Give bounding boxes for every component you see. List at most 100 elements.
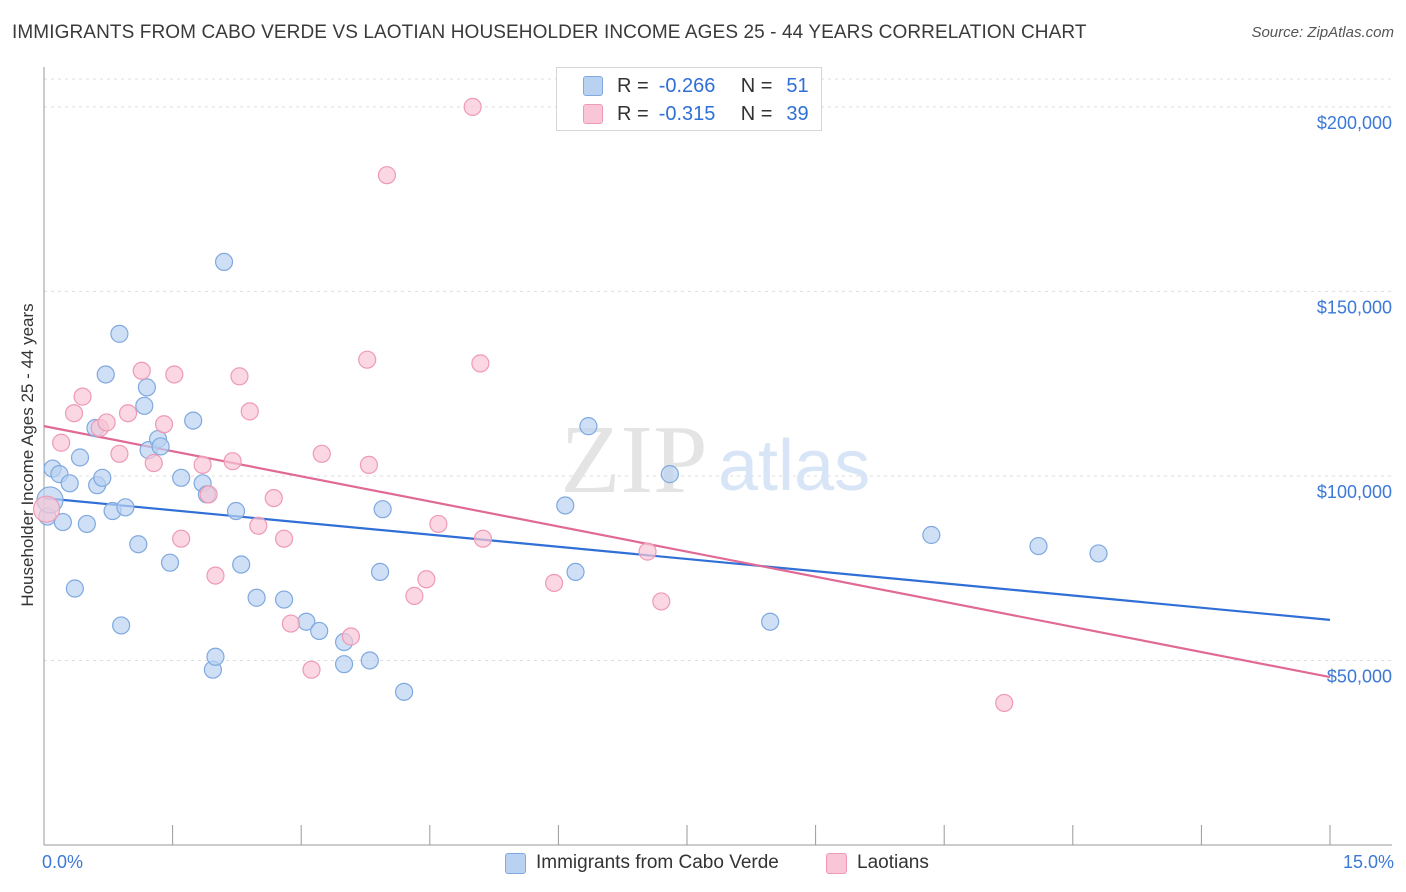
- legend-item-label: Laotians: [857, 852, 929, 873]
- point-cabo-verde: [65, 579, 84, 598]
- point-laotians: [64, 404, 84, 423]
- trend-line-laotians: [43, 425, 1331, 679]
- legend-swatch-pink: [826, 852, 847, 874]
- legend-item-label: Immigrants from Cabo Verde: [536, 852, 779, 873]
- point-laotians: [652, 592, 671, 611]
- legend-item-cabo-verde[interactable]: Immigrants from Cabo Verde: [505, 852, 779, 874]
- point-laotians: [97, 413, 116, 432]
- point-laotians: [230, 367, 249, 386]
- legend-r-value: -0.315: [658, 102, 716, 125]
- point-laotians: [341, 627, 361, 646]
- point-laotians: [377, 166, 397, 185]
- point-laotians: [154, 415, 174, 434]
- point-laotians: [172, 529, 191, 548]
- point-cabo-verde: [214, 252, 234, 272]
- point-cabo-verde: [373, 500, 392, 519]
- point-laotians: [358, 350, 377, 369]
- point-laotians: [545, 573, 564, 593]
- point-laotians: [274, 529, 294, 548]
- point-cabo-verde: [310, 621, 329, 641]
- point-cabo-verde: [60, 474, 79, 493]
- point-laotians: [144, 453, 163, 473]
- point-laotians: [118, 404, 138, 423]
- y-tick-label: $200,000: [1317, 113, 1392, 133]
- point-cabo-verde: [660, 465, 679, 484]
- point-laotians: [473, 529, 493, 548]
- point-cabo-verde: [394, 682, 414, 701]
- point-cabo-verde: [556, 496, 575, 515]
- point-cabo-verde: [116, 498, 135, 517]
- point-cabo-verde: [334, 655, 354, 674]
- point-laotians: [359, 455, 379, 474]
- legend-swatch-blue: [505, 852, 526, 874]
- point-laotians: [429, 514, 448, 534]
- point-cabo-verde: [566, 562, 585, 582]
- watermark: ZIP atlas: [561, 406, 871, 514]
- data-points: [32, 97, 1108, 713]
- point-cabo-verde: [360, 651, 379, 670]
- point-laotians: [995, 693, 1014, 713]
- grid-lines: [44, 78, 1392, 661]
- axes: [43, 67, 1392, 846]
- point-laotians: [199, 485, 218, 504]
- point-laotians: [405, 586, 424, 605]
- chart-title: IMMIGRANTS FROM CABO VERDE VS LAOTIAN HO…: [12, 22, 1087, 43]
- point-cabo-verde: [232, 555, 251, 574]
- legend-r-label: R =: [617, 102, 649, 125]
- point-cabo-verde: [151, 437, 170, 456]
- legend-row-laotians: R = -0.315 N = 39: [557, 100, 809, 128]
- legend-n-label: N =: [740, 102, 773, 125]
- point-cabo-verde: [172, 468, 191, 487]
- point-laotians: [264, 488, 283, 508]
- point-laotians: [165, 365, 184, 384]
- point-laotians: [73, 387, 92, 406]
- point-laotians: [302, 660, 321, 679]
- point-laotians: [463, 97, 482, 117]
- correlation-legend: R = -0.266 N = 51 R = -0.315 N = 39: [556, 67, 822, 131]
- point-cabo-verde: [247, 588, 266, 607]
- point-cabo-verde: [1089, 544, 1108, 563]
- y-tick-label: $50,000: [1327, 666, 1392, 686]
- point-cabo-verde: [274, 590, 294, 609]
- point-laotians: [110, 444, 129, 463]
- x-tick-min: 0.0%: [42, 852, 84, 872]
- y-axis-label: Householder Income Ages 25 - 44 years: [18, 303, 37, 607]
- legend-swatch-pink: [583, 104, 603, 124]
- point-laotians: [312, 444, 331, 463]
- y-tick-label: $150,000: [1317, 297, 1392, 317]
- point-laotians: [249, 516, 268, 535]
- point-laotians: [206, 566, 225, 585]
- series-legend: Immigrants from Cabo Verde Laotians: [0, 852, 1406, 878]
- legend-r-label: R =: [617, 74, 649, 97]
- point-cabo-verde: [70, 448, 90, 467]
- legend-item-laotians[interactable]: Laotians: [826, 852, 929, 874]
- point-cabo-verde: [96, 365, 115, 384]
- point-laotians: [240, 402, 259, 421]
- watermark-atlas: atlas: [718, 426, 870, 506]
- legend-n-label: N =: [740, 74, 773, 97]
- point-laotians: [471, 354, 490, 373]
- point-cabo-verde: [93, 468, 112, 487]
- point-laotians: [638, 542, 657, 561]
- point-laotians: [32, 495, 61, 523]
- point-cabo-verde: [112, 616, 131, 635]
- point-cabo-verde: [184, 411, 203, 430]
- y-tick-labels: $50,000 $100,000 $150,000 $200,000: [1317, 113, 1392, 687]
- point-cabo-verde: [922, 525, 941, 545]
- point-laotians: [52, 433, 71, 452]
- point-cabo-verde: [110, 324, 129, 343]
- legend-row-cabo-verde: R = -0.266 N = 51: [557, 72, 809, 100]
- legend-r-value: -0.266: [658, 74, 716, 97]
- point-laotians: [223, 452, 242, 471]
- source-label: Source: ZipAtlas.com: [1251, 24, 1394, 41]
- legend-n-value: 39: [786, 102, 809, 125]
- point-laotians: [132, 361, 151, 380]
- point-cabo-verde: [135, 396, 154, 415]
- point-cabo-verde: [129, 535, 148, 554]
- point-cabo-verde: [226, 501, 246, 521]
- legend-n-value: 51: [786, 74, 809, 97]
- point-laotians: [281, 614, 301, 633]
- point-cabo-verde: [160, 553, 180, 572]
- point-cabo-verde: [761, 612, 780, 631]
